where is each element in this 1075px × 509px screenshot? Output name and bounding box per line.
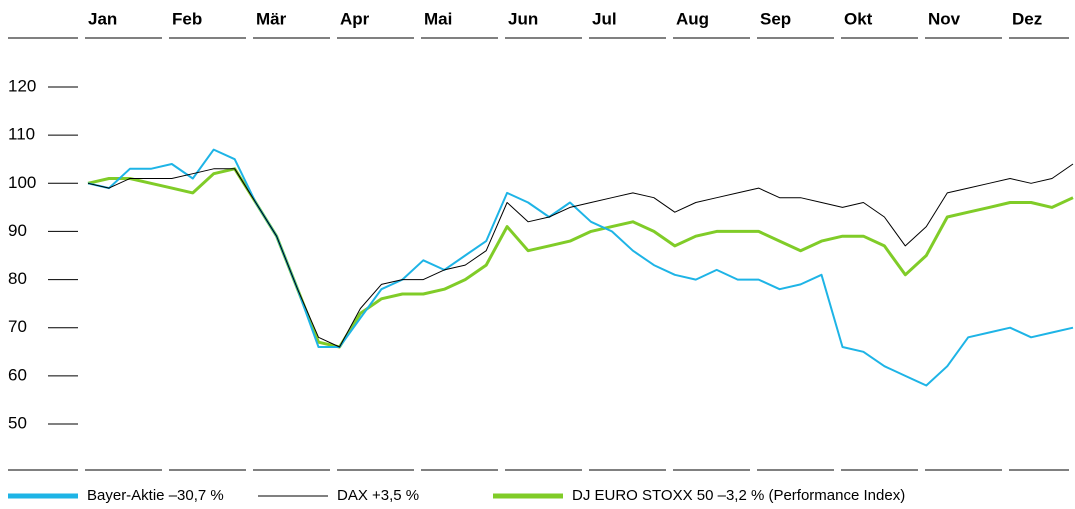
y-tick-label: 60 [8,365,27,384]
month-label: Mär [256,9,287,28]
legend-label: Bayer-Aktie –30,7 % [87,487,224,504]
month-label: Nov [928,9,961,28]
month-label: Mai [424,9,452,28]
data-line [87,167,1074,349]
month-label: Jun [508,9,538,28]
y-tick-label: 80 [8,269,27,288]
data-line [87,163,1074,348]
month-label: Jul [592,9,617,28]
y-tick-label: 120 [8,76,36,95]
month-label: Feb [172,9,202,28]
month-label: Jan [88,9,117,28]
y-tick-label: 70 [8,317,27,336]
month-label: Apr [340,9,370,28]
y-tick-label: 90 [8,221,27,240]
data-line [87,148,1074,387]
legend-label: DAX +3,5 % [337,487,419,504]
month-label: Sep [760,9,791,28]
y-tick-label: 50 [8,413,27,432]
y-tick-label: 100 [8,173,36,192]
month-label: Aug [676,9,709,28]
month-label: Dez [1012,9,1042,28]
legend-label: DJ EURO STOXX 50 –3,2 % (Performance Ind… [572,487,905,504]
y-tick-label: 110 [8,125,35,144]
month-label: Okt [844,9,873,28]
